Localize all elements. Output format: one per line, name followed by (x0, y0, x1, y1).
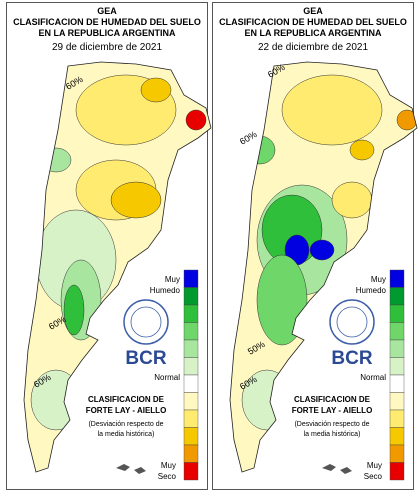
moisture-zone (281, 74, 383, 146)
method: FORTE LAY - AIELLO (292, 406, 373, 415)
legend-swatch (183, 392, 199, 411)
legend-label: Muy (367, 461, 382, 470)
moisture-zone (309, 239, 335, 261)
date: 29 de diciembre de 2021 (52, 42, 163, 53)
title-line: CLASIFICACION DE HUMEDAD DEL SUELO (13, 17, 201, 27)
title-line: GEA (303, 6, 323, 16)
title-line: GEA (97, 6, 117, 16)
logo-text: BCR (125, 348, 166, 369)
title-line: CLASIFICACION DE HUMEDAD DEL SUELO (219, 17, 407, 27)
legend-label: Muy (161, 461, 176, 470)
logo-seal-inner (130, 306, 162, 338)
moisture-zone (140, 77, 172, 103)
logo-seal (123, 299, 169, 345)
legend-label: Muy (371, 275, 386, 284)
note: (Desviación respecto de (294, 421, 369, 428)
legend-swatch (389, 392, 405, 411)
legend-swatch (389, 409, 405, 428)
note: (Desviación respecto de (88, 421, 163, 428)
moisture-zone (63, 284, 85, 336)
date: 22 de diciembre de 2021 (258, 42, 369, 53)
method: CLASIFICACION DE (88, 395, 165, 404)
note: la media histórica) (304, 431, 361, 438)
moisture-zone (185, 109, 207, 131)
legend-swatch (183, 357, 199, 376)
logo-seal-inner (336, 306, 368, 338)
legend-swatch (183, 322, 199, 341)
note: la media histórica) (98, 431, 155, 438)
legend-label: Muy (165, 275, 180, 284)
moisture-zone (110, 181, 162, 219)
title-line: EN LA REPUBLICA ARGENTINA (39, 28, 177, 38)
islands (116, 464, 146, 474)
country-outline (23, 61, 212, 473)
legend-swatch (183, 409, 199, 428)
legend-swatch (389, 304, 405, 323)
logo-seal (329, 299, 375, 345)
legend-swatch (183, 462, 199, 481)
legend-swatch (389, 374, 405, 393)
legend-label: Normal (154, 373, 180, 382)
legend-swatch (389, 339, 405, 358)
country-outline (229, 61, 418, 473)
legend-swatch (389, 269, 405, 288)
legend-swatch (389, 462, 405, 481)
legend-label: Normal (360, 373, 386, 382)
legend-swatch (183, 304, 199, 323)
method: FORTE LAY - AIELLO (86, 406, 167, 415)
logo-text: BCR (331, 348, 372, 369)
legend-swatch (183, 427, 199, 446)
legend-swatch (389, 322, 405, 341)
moisture-zone (396, 109, 417, 131)
legend-swatch (389, 287, 405, 306)
title-line: EN LA REPUBLICA ARGENTINA (245, 28, 383, 38)
legend-label: Humedo (356, 286, 387, 295)
moisture-zone (331, 181, 373, 219)
legend-swatch (183, 269, 199, 288)
legend-swatch (183, 287, 199, 306)
islands (322, 464, 352, 474)
method: CLASIFICACION DE (294, 395, 371, 404)
legend-swatch (389, 444, 405, 463)
legend-swatch (183, 444, 199, 463)
legend-swatch (183, 339, 199, 358)
legend-label: Humedo (150, 286, 181, 295)
legend-swatch (183, 374, 199, 393)
legend-swatch (389, 427, 405, 446)
legend-label: Seco (364, 472, 383, 481)
moisture-zone (349, 139, 375, 161)
legend-label: Seco (158, 472, 177, 481)
legend-swatch (389, 357, 405, 376)
